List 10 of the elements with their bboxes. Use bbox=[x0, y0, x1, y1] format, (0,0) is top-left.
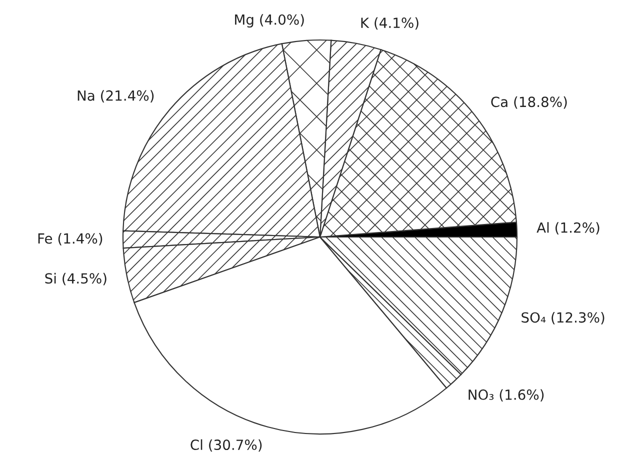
slice-label: Fe (1.4%) bbox=[38, 233, 102, 246]
slice-label: K (4.1%) bbox=[361, 17, 418, 30]
slice-label: Cl (30.7%) bbox=[190, 439, 262, 452]
slice-label: Na (21.4%) bbox=[78, 90, 154, 102]
slice-label: Si (4.5%) bbox=[45, 272, 106, 286]
slice-label: NO₃ (1.6%) bbox=[468, 389, 544, 402]
slice-label: Al (1.2%) bbox=[536, 222, 600, 234]
slice-label: Ca (18.8%) bbox=[491, 96, 567, 109]
slice-label: Mg (4.0%) bbox=[235, 14, 304, 28]
slice-label: SO₄ (12.3%) bbox=[522, 312, 604, 324]
